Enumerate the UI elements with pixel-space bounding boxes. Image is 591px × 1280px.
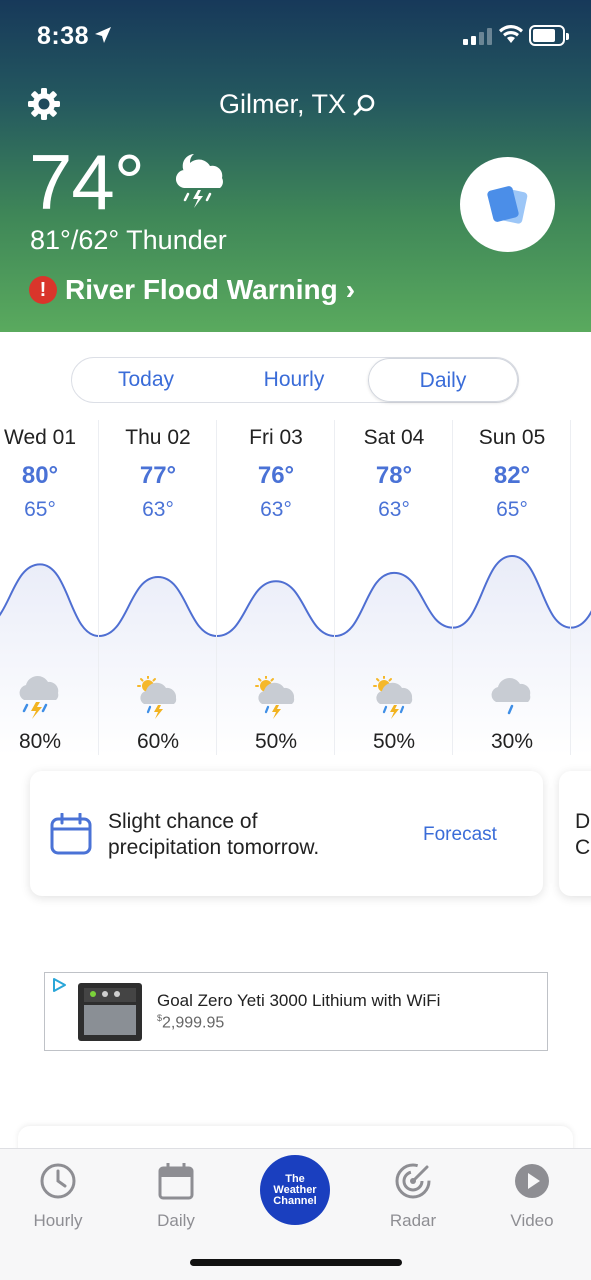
bottom-nav: Hourly Daily The Weather Channel Radar xyxy=(0,1148,591,1280)
chevron-right-icon: › xyxy=(345,274,356,305)
day-high: 76° xyxy=(257,462,295,489)
calendar-icon xyxy=(158,1163,194,1200)
alert-text: River Flood Warning xyxy=(65,274,338,305)
cloud-rain-icon xyxy=(453,676,571,720)
day-column[interactable]: Wed 01 80° 65° 80% xyxy=(0,420,99,755)
temperature-wave xyxy=(0,554,591,755)
day-high: 80° xyxy=(21,462,59,489)
day-low: 63° xyxy=(260,498,292,521)
status-time: 8:38 xyxy=(37,22,90,50)
tab-daily[interactable]: Daily xyxy=(368,358,518,402)
clock-icon xyxy=(40,1163,76,1199)
alert-exclamation-icon: ! xyxy=(29,276,57,304)
day-high: 82° xyxy=(493,462,531,489)
day-column[interactable]: Sat 04 78° 63° 50% xyxy=(335,420,453,755)
settings-gear-icon[interactable] xyxy=(27,87,61,121)
ad-choices-icon[interactable] xyxy=(51,977,67,993)
radar-icon xyxy=(395,1163,431,1199)
tab-hourly[interactable]: Hourly xyxy=(263,368,325,391)
sun-cloud-storm-icon xyxy=(217,676,335,720)
day-precip-chance: 50% xyxy=(372,730,416,753)
day-high: 77° xyxy=(139,462,177,489)
weather-alert[interactable]: ! River Flood Warning › xyxy=(29,274,355,306)
day-precip-chance: 30% xyxy=(490,730,534,753)
ad-price: $2,999.95 xyxy=(157,1013,225,1032)
search-icon xyxy=(353,94,375,115)
location-search[interactable]: Gilmer, TX xyxy=(219,89,376,120)
sponsored-ad[interactable]: Goal Zero Yeti 3000 Lithium with WiFi $2… xyxy=(44,972,548,1051)
day-name: Wed 01 xyxy=(4,426,76,449)
nav-video[interactable]: Video xyxy=(487,1161,577,1231)
battery-icon xyxy=(529,25,569,46)
day-low: 63° xyxy=(142,498,174,521)
home-indicator xyxy=(190,1259,402,1266)
location-name: Gilmer, TX xyxy=(219,89,347,119)
precipitation-insight-card[interactable]: Slight chance of precipitation tomorrow.… xyxy=(30,771,543,896)
thunderstorm-icon xyxy=(0,676,99,720)
ad-title: Goal Zero Yeti 3000 Lithium with WiFi xyxy=(157,991,441,1010)
day-precip-chance: 80% xyxy=(18,730,62,753)
day-name: Fri 03 xyxy=(249,426,303,449)
day-name: Thu 02 xyxy=(125,426,191,449)
sun-cloud-rain-icon xyxy=(335,676,453,720)
next-insight-card[interactable]: D C xyxy=(559,771,591,896)
insight-text: Slight chance of precipitation tomorrow. xyxy=(108,810,320,859)
day-low: 65° xyxy=(24,498,56,521)
day-low: 65° xyxy=(496,498,528,521)
sun-cloud-storm-icon xyxy=(99,676,217,720)
day-name: Sat 04 xyxy=(363,426,425,449)
cellular-signal-icon xyxy=(463,28,492,45)
cards-button[interactable] xyxy=(460,157,555,252)
forecast-link[interactable]: Forecast xyxy=(423,824,497,845)
day-column[interactable]: Fri 03 76° 63° 50% xyxy=(217,420,335,755)
calendar-icon xyxy=(50,813,92,855)
current-conditions-header: 8:38 Gilmer, TX 74° xyxy=(0,0,591,332)
high-low-condition: 81°/62° Thunder xyxy=(30,225,227,255)
cards-icon xyxy=(486,185,527,224)
thunderstorm-night-icon xyxy=(175,154,223,208)
day-low: 63° xyxy=(378,498,410,521)
day-column[interactable]: Thu 02 77° 63° 60% xyxy=(99,420,217,755)
day-precip-chance: 50% xyxy=(254,730,298,753)
tab-today[interactable]: Today xyxy=(117,368,175,391)
twc-logo[interactable]: The Weather Channel xyxy=(260,1155,330,1225)
day-high: 78° xyxy=(375,462,413,489)
wifi-icon xyxy=(499,25,523,43)
ad-product-image xyxy=(78,983,142,1041)
nav-daily[interactable]: Daily xyxy=(131,1161,221,1231)
day-precip-chance: 60% xyxy=(136,730,180,753)
current-temperature: 74° xyxy=(29,138,145,226)
nav-radar[interactable]: Radar xyxy=(368,1161,458,1231)
day-name: Sun 05 xyxy=(478,426,546,449)
day-column[interactable]: Sun 05 82° 65° 30% xyxy=(453,420,571,755)
location-arrow-icon xyxy=(95,27,111,43)
daily-forecast-strip[interactable]: Wed 01 80° 65° 80% Thu 02 77° 63° xyxy=(0,420,591,760)
forecast-segmented-control: Today Hourly Daily xyxy=(71,357,519,403)
play-icon xyxy=(515,1164,549,1198)
nav-hourly[interactable]: Hourly xyxy=(13,1161,103,1231)
